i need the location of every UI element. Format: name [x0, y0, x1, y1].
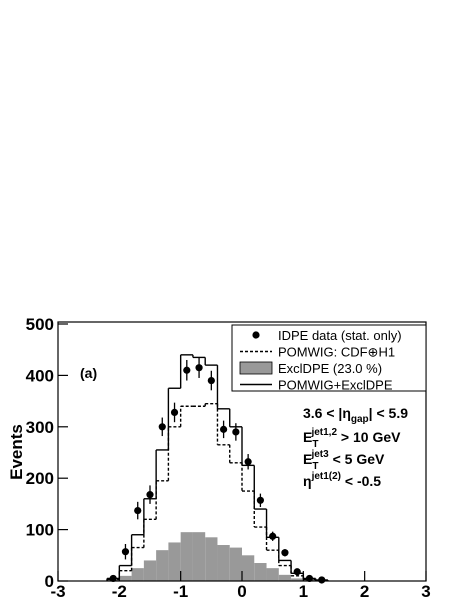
panel-label: (a) [80, 365, 97, 381]
legend-label: ExclDPE (23.0 %) [278, 361, 382, 376]
y-tick-label: 300 [26, 418, 54, 437]
legend-swatch [239, 361, 273, 375]
hist-bin [156, 550, 169, 581]
data-point [256, 496, 264, 504]
data-point [134, 506, 142, 515]
legend: IDPE data (stat. only) POMWIG: CDF⊕H1Excl… [231, 324, 427, 393]
data-point [220, 425, 228, 433]
hist-bin [143, 560, 157, 581]
hist-bin [217, 545, 230, 581]
data-point [195, 364, 203, 372]
cut-line: ETjet3 < 5 GeV [303, 449, 385, 472]
y-axis-label: Events [7, 424, 26, 480]
x-tick-label: 3 [421, 582, 430, 599]
x-tick-label: -2 [112, 582, 127, 599]
y-tick-label: 500 [26, 315, 54, 334]
data-point [121, 548, 130, 556]
y-tick-label: 0 [45, 572, 54, 591]
x-tick-label: 2 [360, 582, 369, 599]
data-point [170, 408, 179, 417]
cut-text: < -0.5 [341, 473, 381, 489]
hist-bin [266, 568, 279, 581]
hist-bin [229, 547, 242, 581]
hist-bin [278, 574, 292, 581]
cut-sub: T [312, 461, 318, 472]
y-tick-label: 200 [26, 469, 54, 488]
data-point [293, 568, 301, 576]
data-point [232, 428, 240, 436]
data-point [158, 423, 166, 431]
cut-sub: T [312, 439, 318, 450]
cut-line: ηjet1(2) < -0.5 [303, 471, 381, 489]
x-tick-label: -1 [173, 582, 188, 599]
hist-bin [168, 542, 181, 581]
hist-bin [119, 575, 132, 581]
data-point [269, 532, 277, 540]
data-point [146, 491, 154, 499]
x-tick-label: 0 [237, 582, 246, 599]
cut-text: η [303, 473, 312, 489]
data-point [244, 458, 252, 466]
x-tick-label: 1 [299, 582, 308, 599]
data-point [318, 576, 326, 584]
hist-bin [205, 537, 218, 581]
legend-marker [252, 331, 260, 339]
y-tick-label: 400 [26, 366, 54, 385]
hist-bin [131, 568, 144, 581]
hist-bin [192, 532, 206, 581]
hist-bin [242, 555, 255, 581]
cut-sup: jet3 [310, 449, 329, 460]
legend-box [231, 324, 427, 392]
cut-sub: gap [351, 414, 369, 425]
cut-line: ETjet1,2 > 10 GeV [303, 427, 401, 450]
x-tick-label: -3 [50, 582, 65, 599]
data-point [109, 574, 117, 583]
hist-bin [254, 563, 267, 581]
cut-text: E [303, 451, 312, 467]
cut-sup: jet1,2 [310, 427, 337, 438]
cut-line: 3.6 < |ηgap| < 5.9 [303, 405, 408, 425]
cut-text: > 10 GeV [337, 429, 401, 445]
cut-text: E [303, 429, 312, 445]
y-tick-label: 100 [26, 521, 54, 540]
hist-bin [291, 578, 304, 581]
data-point [281, 549, 289, 557]
cuts: 3.6 < |ηgap| < 5.9 ETjet1,2 > 10 GeV ETj… [303, 405, 408, 489]
legend-label: IDPE data (stat. only) [278, 328, 402, 343]
data-point [305, 574, 314, 583]
hist-bin [180, 532, 193, 581]
cut-text: < 5 GeV [329, 451, 385, 467]
legend-label: POMWIG+ExclDPE [278, 378, 393, 393]
cut-text: | < 5.9 [369, 405, 409, 421]
cut-text: 3.6 < |η [303, 405, 351, 421]
legend-label: POMWIG: CDF⊕H1 [278, 345, 395, 360]
data-point [207, 376, 215, 385]
data-point [183, 366, 191, 374]
cut-sup: jet1(2) [311, 471, 341, 482]
